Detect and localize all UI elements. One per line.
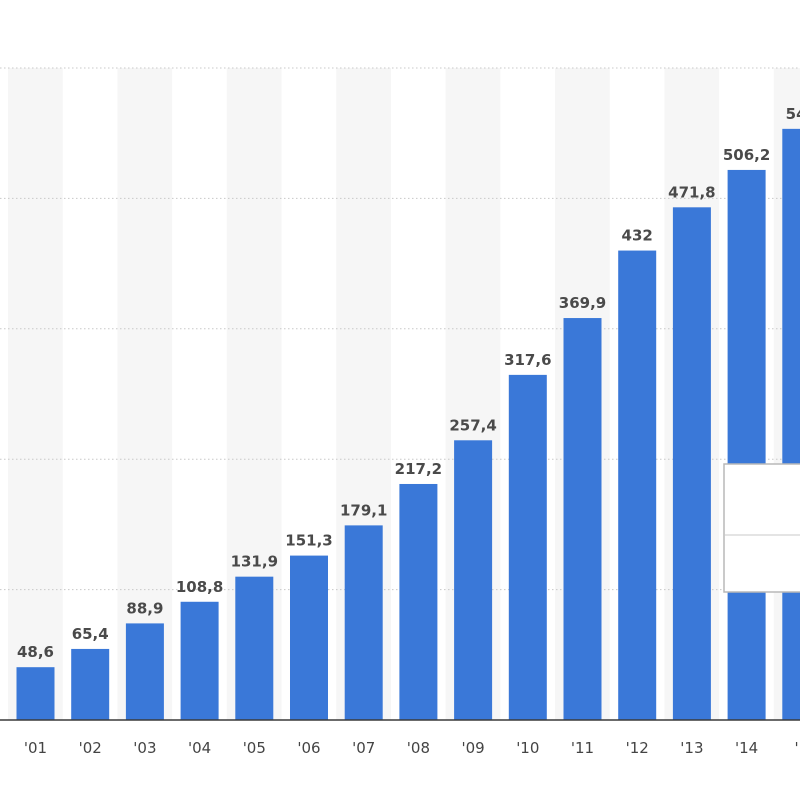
column-stripe	[8, 68, 63, 720]
data-label: 257,4	[449, 416, 496, 434]
bars	[16, 128, 800, 721]
data-label: 108,8	[176, 578, 223, 596]
bar[interactable]	[71, 648, 110, 720]
data-label: 179,1	[340, 501, 387, 519]
bar[interactable]	[399, 483, 438, 720]
x-tick-label: '03	[133, 739, 156, 757]
x-tick-label: '08	[407, 739, 430, 757]
data-label: 217,2	[395, 460, 442, 478]
x-tick-label: '10	[516, 739, 539, 757]
x-tick-labels: '01 '02 '03 '04 '05 '06 '07 '08 '09 '10 '11 '12 '13 '…	[24, 739, 800, 757]
data-label: 88,9	[126, 599, 163, 617]
data-label: 506,2	[723, 146, 770, 164]
bar[interactable]	[618, 250, 657, 720]
data-label: 65,4	[72, 625, 109, 643]
data-label: 471,8	[668, 183, 715, 201]
x-tick-label: '05	[243, 739, 266, 757]
data-labels: 48,6 65,4 88,9 108,8 131,9 151,3 179,1 217,2 257…	[17, 105, 800, 661]
bar[interactable]	[782, 128, 800, 720]
x-tick-label: '1	[794, 739, 800, 757]
bar[interactable]	[290, 555, 328, 720]
bar[interactable]	[508, 374, 547, 720]
x-tick-label: '13	[680, 739, 703, 757]
x-tick-label: '04	[188, 739, 211, 757]
bar[interactable]	[454, 440, 493, 720]
data-label: 131,9	[231, 553, 278, 571]
data-label: 48,6	[17, 643, 54, 661]
data-label: 544	[786, 105, 800, 123]
bar[interactable]	[563, 318, 602, 720]
x-tick-label: '14	[735, 739, 758, 757]
x-tick-label: '11	[571, 739, 594, 757]
data-label: 369,9	[559, 294, 606, 312]
bar[interactable]	[180, 601, 219, 720]
x-tick-label: '02	[79, 739, 102, 757]
x-tick-label: '09	[461, 739, 484, 757]
bar[interactable]	[235, 576, 274, 720]
bar[interactable]	[16, 667, 55, 720]
column-stripe	[117, 68, 173, 720]
data-label: 432	[622, 227, 653, 245]
x-tick-label: '07	[352, 739, 375, 757]
data-label: 151,3	[285, 532, 332, 550]
data-label: 317,6	[504, 351, 551, 369]
x-tick-label: '06	[297, 739, 320, 757]
x-tick-label: '12	[626, 739, 649, 757]
overlay-panel[interactable]	[723, 463, 800, 593]
bar[interactable]	[344, 525, 383, 720]
bar[interactable]	[727, 169, 766, 721]
bar[interactable]	[672, 207, 711, 720]
overlay-box[interactable]	[723, 463, 800, 593]
bar[interactable]	[125, 623, 164, 720]
x-tick-label: '01	[24, 739, 47, 757]
